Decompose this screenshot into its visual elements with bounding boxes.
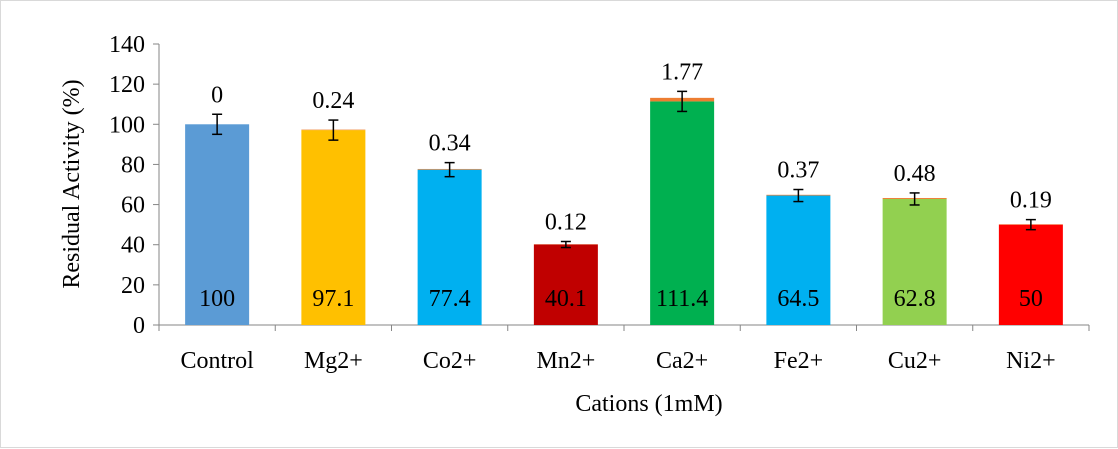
y-axis: 0 20 40 60 80 100 120 140 [109,32,159,339]
bar-value-label: 100 [199,286,235,312]
y-tick-label: 80 [121,152,145,178]
bar-top-label: 0.34 [429,131,471,157]
x-tick-label: Mn2+ [536,348,595,374]
y-tick-label: 60 [121,193,145,219]
x-tick-label: Control [180,348,254,374]
bar-top-label: 0.37 [777,158,819,184]
y-tick-label: 0 [133,313,145,339]
x-tick-label: Fe2+ [774,348,824,374]
bar-top-label: 0.48 [894,161,936,187]
bar-top-label: 0.24 [312,88,354,114]
bar-top-label: 1.77 [661,59,703,85]
y-tick-label: 100 [109,112,145,138]
x-tick-label: Cu2+ [888,348,942,374]
y-tick-label: 120 [109,72,145,98]
bar-value-label: 111.4 [656,286,708,312]
bar-top-label: 0 [211,82,223,108]
y-axis-title: Residual Activity (%) [59,79,85,288]
x-tick-label: Ca2+ [656,348,708,374]
bar-value-label: 77.4 [429,286,471,312]
bar-value-label: 97.1 [312,286,354,312]
x-tick-label: Ni2+ [1006,348,1056,374]
bar-top-label: 0.19 [1010,188,1052,214]
x-tick-label: Mg2+ [304,348,363,374]
bar-value-label: 50 [1019,286,1043,312]
bar-top-label: 0.12 [545,210,587,236]
bar-value-label: 62.8 [894,286,936,312]
x-axis-title: Cations (1mM) [575,391,722,417]
x-axis: Control Mg2+ Co2+ Mn2+ Ca2+ Fe2+ Cu2+ Ni2+ [159,325,1089,374]
y-tick-label: 140 [109,32,145,58]
bar-value-label: 40.1 [545,286,587,312]
bar-value-label: 64.5 [777,286,819,312]
y-tick-label: 20 [121,273,145,299]
bar [534,245,598,325]
y-tick-label: 40 [121,233,145,259]
x-tick-label: Co2+ [423,348,477,374]
